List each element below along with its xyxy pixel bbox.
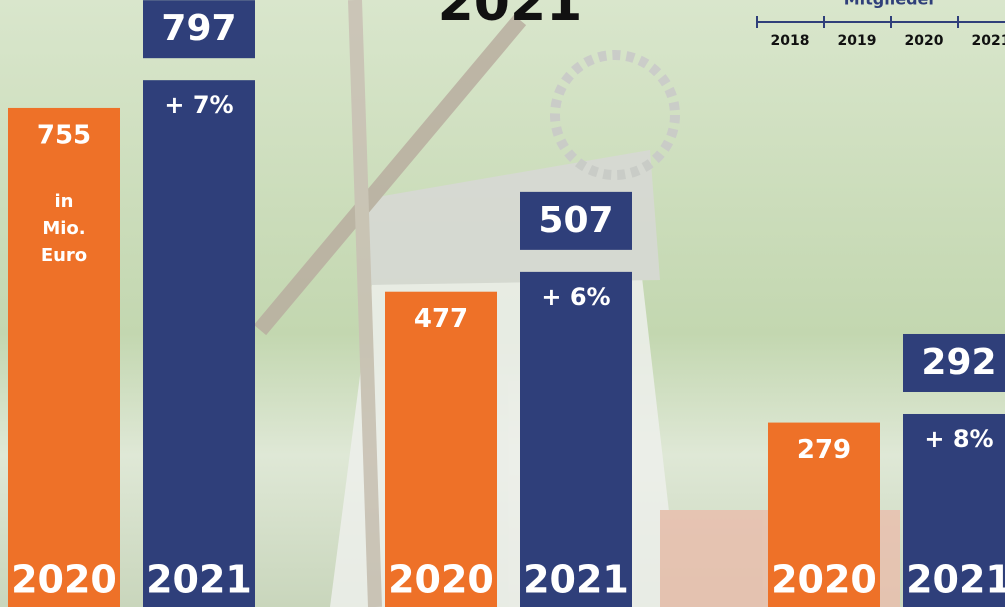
bar <box>385 291 497 607</box>
title: 2021 <box>438 0 583 33</box>
value-label: 292 <box>921 342 996 383</box>
value-box <box>520 191 632 250</box>
value-label: 755 <box>37 120 91 150</box>
value-box <box>903 333 1005 392</box>
bar <box>8 107 120 607</box>
value-box <box>143 0 255 59</box>
inset-tick-label: 2021 <box>972 33 1005 49</box>
year-label: 2021 <box>906 558 1005 602</box>
bar <box>903 413 1005 607</box>
unit-label: Euro <box>41 245 87 266</box>
change-label: + 8% <box>924 425 993 453</box>
change-label: + 7% <box>164 91 233 119</box>
unit-label: Mio. <box>42 218 85 239</box>
value-label: 477 <box>414 304 468 334</box>
value-label: 507 <box>538 200 613 241</box>
inset-axis: Mitglieder <box>757 0 1005 23</box>
year-label: 2020 <box>771 558 877 602</box>
year-label: 2021 <box>523 558 629 602</box>
year-label: 2020 <box>11 558 117 602</box>
year-label: 2020 <box>388 558 494 602</box>
change-label: + 6% <box>541 283 610 311</box>
unit-label: in <box>55 191 74 212</box>
inset-tick-label: 2020 <box>905 33 944 49</box>
inset-tick-label: 2018 <box>771 33 810 49</box>
bar <box>520 271 632 607</box>
year-label: 2021 <box>146 558 252 602</box>
inset-title: Mitglieder <box>844 0 937 9</box>
bar <box>143 80 255 607</box>
inset-tick-label: 2019 <box>838 33 877 49</box>
value-label: 797 <box>161 8 236 49</box>
value-label: 279 <box>797 435 851 465</box>
bar <box>768 422 880 607</box>
